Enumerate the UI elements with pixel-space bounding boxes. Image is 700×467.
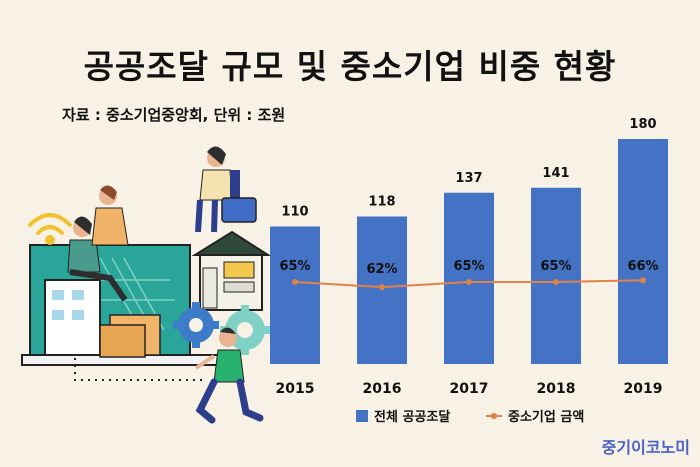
line-point [466, 279, 472, 285]
x-tick-label: 2019 [624, 381, 663, 397]
bar-total-procurement [531, 187, 581, 364]
bar-total-procurement [270, 226, 320, 364]
bar-value-label: 141 [542, 166, 569, 181]
gear-icon [173, 302, 219, 348]
brand-logo: 중기이코노미 [601, 438, 690, 457]
bar-value-label: 137 [455, 171, 482, 186]
chart-title: 공공조달 규모 및 중소기업 비중 현황 [83, 47, 617, 86]
legend-label-small-business: 중소기업 금액 [508, 410, 584, 425]
wifi-icon [28, 213, 72, 245]
person-body [213, 349, 245, 383]
line-value-label: 62% [366, 262, 397, 277]
person-body [67, 239, 101, 273]
bar-total-procurement [444, 192, 494, 364]
x-tick-label: 2016 [363, 381, 402, 397]
line-value-label: 65% [453, 259, 484, 274]
legend-swatch-bar [356, 410, 368, 422]
briefcase-icon [221, 197, 257, 223]
line-value-label: 66% [627, 259, 658, 274]
bar-total-procurement [618, 139, 668, 364]
line-point [640, 277, 646, 284]
line-point [379, 284, 385, 291]
bar-value-label: 180 [629, 117, 656, 132]
x-tick-label: 2017 [450, 381, 489, 397]
legend-label-total: 전체 공공조달 [374, 409, 450, 425]
bar-value-label: 110 [281, 205, 308, 220]
dotted-path [74, 358, 205, 381]
bar-value-label: 118 [368, 195, 395, 210]
line-value-label: 65% [540, 259, 571, 274]
source-note: 자료 : 중소기업중앙회, 단위 : 조원 [62, 106, 286, 124]
legend-marker-line [491, 413, 497, 419]
line-point [292, 279, 298, 285]
x-tick-label: 2015 [276, 381, 315, 397]
line-point [553, 279, 559, 285]
bar-total-procurement [357, 216, 407, 364]
house-icon [191, 230, 272, 311]
line-value-label: 65% [279, 259, 310, 274]
person-body [91, 207, 129, 246]
chair [230, 170, 240, 205]
x-tick-label: 2018 [537, 381, 576, 397]
